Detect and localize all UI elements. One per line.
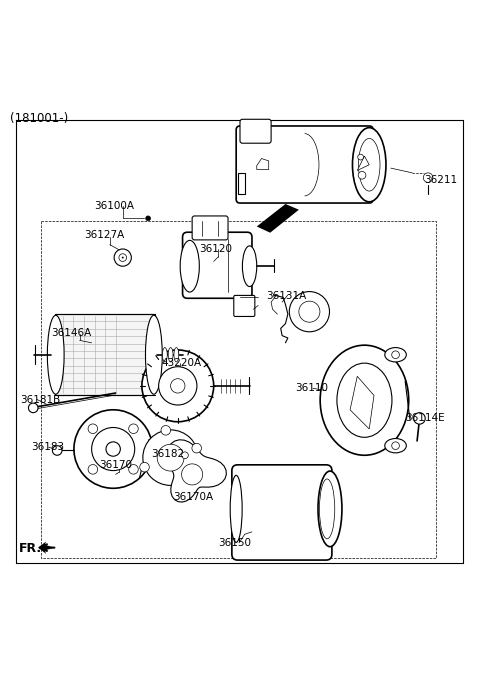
Circle shape [181, 464, 203, 485]
Text: 36127A: 36127A [84, 230, 125, 240]
Text: FR.: FR. [19, 542, 42, 555]
Circle shape [143, 430, 198, 485]
Polygon shape [357, 156, 369, 170]
Circle shape [129, 464, 138, 474]
Circle shape [52, 445, 62, 455]
Text: 43220A: 43220A [161, 358, 201, 368]
FancyBboxPatch shape [192, 216, 228, 240]
Circle shape [114, 249, 132, 266]
Circle shape [161, 425, 170, 435]
Circle shape [423, 173, 433, 183]
Polygon shape [257, 158, 269, 170]
Ellipse shape [352, 128, 386, 202]
Ellipse shape [320, 479, 335, 539]
Text: 36120: 36120 [199, 245, 232, 254]
Circle shape [146, 216, 151, 221]
Text: 36182: 36182 [152, 450, 185, 459]
Polygon shape [350, 377, 374, 429]
Ellipse shape [180, 241, 199, 292]
Circle shape [142, 350, 214, 422]
Ellipse shape [318, 471, 342, 547]
Circle shape [181, 452, 188, 458]
Circle shape [358, 154, 363, 160]
Text: 36170A: 36170A [173, 492, 213, 502]
Polygon shape [257, 204, 299, 233]
Circle shape [92, 427, 135, 470]
Ellipse shape [168, 347, 173, 362]
Circle shape [414, 412, 425, 424]
Circle shape [157, 444, 184, 471]
Ellipse shape [385, 347, 406, 362]
FancyBboxPatch shape [182, 233, 252, 298]
Circle shape [192, 443, 202, 453]
FancyBboxPatch shape [240, 119, 271, 143]
Circle shape [158, 366, 197, 405]
Circle shape [170, 379, 185, 393]
Circle shape [122, 257, 124, 258]
Text: (181001-): (181001-) [10, 112, 69, 125]
Circle shape [187, 472, 194, 480]
Circle shape [289, 291, 329, 332]
Ellipse shape [385, 439, 406, 453]
Ellipse shape [145, 315, 162, 394]
Text: 36170: 36170 [99, 460, 132, 470]
FancyBboxPatch shape [234, 295, 255, 316]
Text: 36114E: 36114E [405, 413, 445, 423]
Ellipse shape [230, 475, 242, 542]
Circle shape [88, 424, 97, 433]
Ellipse shape [242, 246, 257, 287]
FancyBboxPatch shape [232, 465, 332, 560]
Text: 36100A: 36100A [94, 201, 134, 212]
Circle shape [299, 301, 320, 322]
Ellipse shape [162, 347, 167, 362]
Circle shape [129, 424, 138, 433]
Circle shape [88, 464, 97, 474]
Circle shape [74, 410, 153, 488]
Text: 36131A: 36131A [266, 291, 307, 301]
Polygon shape [238, 173, 245, 195]
Ellipse shape [48, 315, 64, 394]
Text: 36211: 36211 [424, 175, 457, 185]
Circle shape [140, 462, 149, 472]
Polygon shape [38, 541, 54, 554]
FancyBboxPatch shape [55, 314, 155, 395]
Ellipse shape [359, 139, 380, 191]
Ellipse shape [320, 345, 408, 455]
Circle shape [392, 442, 399, 450]
Text: 36146A: 36146A [51, 329, 91, 338]
Text: 36181B: 36181B [20, 395, 60, 405]
FancyBboxPatch shape [236, 126, 373, 203]
Ellipse shape [337, 363, 392, 437]
Circle shape [106, 442, 120, 456]
Text: 36110: 36110 [295, 383, 328, 393]
Text: 36150: 36150 [218, 538, 252, 548]
Ellipse shape [174, 347, 179, 362]
Circle shape [119, 254, 127, 262]
Circle shape [392, 351, 399, 358]
Polygon shape [167, 440, 227, 502]
Circle shape [358, 172, 366, 179]
Text: 36183: 36183 [31, 442, 64, 452]
Circle shape [28, 403, 38, 412]
